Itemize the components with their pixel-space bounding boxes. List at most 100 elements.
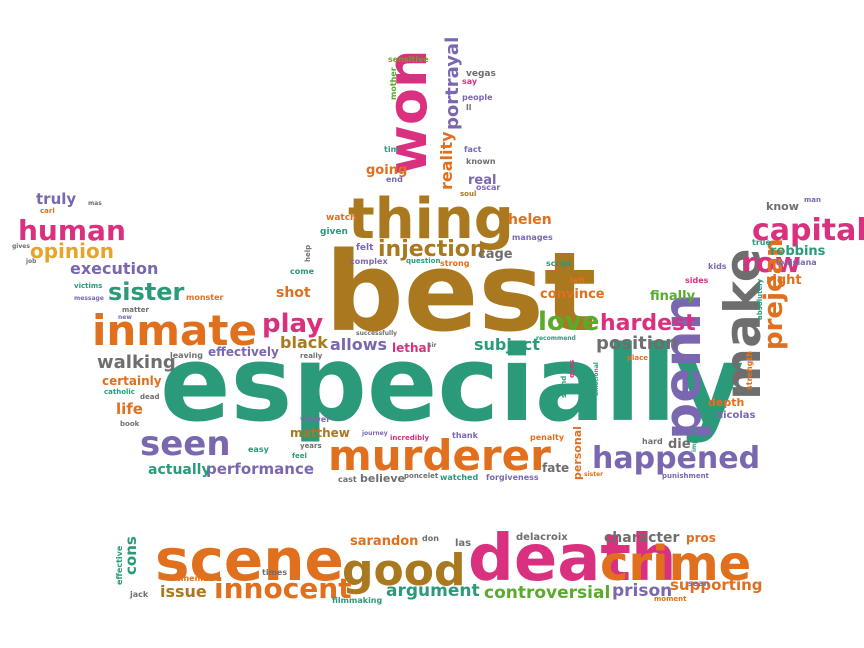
word-question-92: question	[406, 257, 440, 265]
word-fate-60: fate	[542, 461, 569, 475]
word-row-20: row	[742, 246, 801, 279]
word-watched-139: watched	[440, 473, 478, 482]
word-catholic-116: catholic	[104, 388, 135, 396]
word-manages-96: manages	[512, 233, 553, 242]
word-carl-106: carl	[40, 207, 55, 215]
word-know-64: know	[766, 200, 799, 213]
word-las-66: las	[455, 538, 471, 549]
word-script-97: script	[546, 259, 572, 268]
word-penn-9: penn	[653, 293, 713, 440]
word-capital-15: capital	[752, 213, 864, 248]
word-place-126: place	[627, 354, 648, 362]
word-black-30: black	[280, 333, 328, 352]
word-thing-7: thing	[348, 187, 514, 252]
word-successfully-119: successfully	[356, 330, 397, 337]
word-help-94: help	[304, 245, 312, 262]
word-eyes-125: eyes	[568, 360, 576, 378]
word-especially-0: especially	[160, 323, 744, 445]
word-forgiveness-140: forgiveness	[486, 473, 539, 482]
word-end-87: end	[386, 175, 403, 184]
word-life-56: life	[116, 400, 143, 418]
word-seen-12: seen	[140, 424, 231, 464]
word-message-111: message	[74, 295, 104, 302]
word-sister-17: sister	[108, 278, 185, 306]
word-hardest-26: hardest	[600, 311, 696, 336]
word-people-80: people	[462, 93, 493, 102]
word-won-11: won	[376, 50, 439, 175]
word-recommend-122: recommend	[536, 335, 576, 342]
word-cast-137: cast	[338, 475, 357, 484]
word-certainly-55: certainly	[102, 374, 162, 388]
word-shot-31: shot	[276, 285, 311, 301]
word-come-95: come	[290, 267, 315, 276]
word-walking-25: walking	[97, 352, 176, 373]
word-kids-99: kids	[708, 262, 727, 271]
word-injection-22: injection	[378, 237, 486, 262]
word-don-68: don	[422, 534, 439, 543]
word-felt-90: felt	[356, 243, 374, 253]
word-execution-24: execution	[70, 259, 158, 278]
word-book-118: book	[120, 420, 140, 428]
word-real-46: real	[468, 173, 496, 188]
word-best-1: best	[325, 228, 596, 356]
word-portrayal-43: portrayal	[442, 37, 463, 130]
word-nicolas-58: nicolas	[716, 410, 756, 421]
word-actually-33: actually	[148, 462, 211, 478]
word-gives-108: gives	[12, 243, 30, 250]
word-vegas-78: vegas	[466, 69, 496, 79]
word-really-120: really	[300, 352, 323, 360]
word-say-79: say	[462, 77, 478, 86]
word-times-73: times	[262, 568, 287, 577]
word-allows-29: allows	[330, 335, 387, 354]
word-incredibly-131: incredibly	[390, 434, 430, 442]
word-issue-41: issue	[160, 582, 207, 601]
word-journey-132: journey	[361, 430, 388, 437]
word-inmate-8: inmate	[92, 306, 257, 355]
word-make-10: make	[714, 248, 772, 400]
word-sir-121: sir	[428, 342, 437, 349]
word-play-18: play	[262, 309, 323, 339]
word-die-59: die	[668, 437, 691, 452]
word-victims-110: victims	[74, 282, 102, 290]
word-stand-124: stand	[560, 376, 568, 398]
word-moment-75: moment	[654, 595, 687, 603]
word-cinema-70: cinema	[176, 574, 208, 583]
word-crime-4: crime	[600, 536, 751, 592]
word-matter-112: matter	[122, 306, 149, 314]
word-opinion-23: opinion	[30, 239, 114, 263]
word-sensitive-76: sensitive	[388, 55, 429, 64]
word-left-98: left	[570, 276, 586, 285]
word-prejean-21: prejean	[759, 238, 789, 350]
word-effectively-54: effectively	[208, 345, 279, 359]
word-effective-69: effective	[115, 545, 124, 585]
word-matthew-34: matthew	[290, 426, 350, 440]
word-sean-74: sean	[688, 579, 710, 588]
word-murderer-6: murderer	[328, 431, 551, 480]
word-poncelet-138: poncelet	[404, 472, 439, 480]
word-watch-88: watch	[326, 213, 356, 223]
word-years-134: years	[300, 442, 322, 450]
word-oscar-84: oscar	[476, 183, 500, 192]
word-truly-49: truly	[36, 190, 76, 208]
word-human-16: human	[18, 214, 126, 247]
word-subject-28: subject	[474, 335, 540, 354]
word-leaving-115: leaving	[170, 351, 203, 360]
word-performance-32: performance	[206, 460, 314, 478]
word-going-45: going	[366, 163, 407, 178]
word-death-2: death	[468, 522, 677, 596]
word-tim-86: tim	[384, 145, 399, 154]
word-robbins-50: robbins	[770, 244, 826, 259]
word-easy-136: easy	[248, 445, 270, 454]
word-right-51: right	[766, 273, 802, 288]
word-filmmaking-71: filmmaking	[332, 596, 383, 605]
word-sides-100: sides	[685, 276, 709, 285]
word-reality-44: reality	[437, 131, 456, 190]
word-complex-91: complex	[350, 257, 388, 266]
word-character-40: character	[604, 530, 680, 546]
word-punishment-142: punishment	[662, 472, 710, 480]
word-job-109: job	[25, 258, 37, 265]
word-pros-65: pros	[686, 531, 716, 545]
word-absolutely-102: absolutely	[756, 278, 764, 320]
word-helen-47: helen	[508, 212, 552, 228]
